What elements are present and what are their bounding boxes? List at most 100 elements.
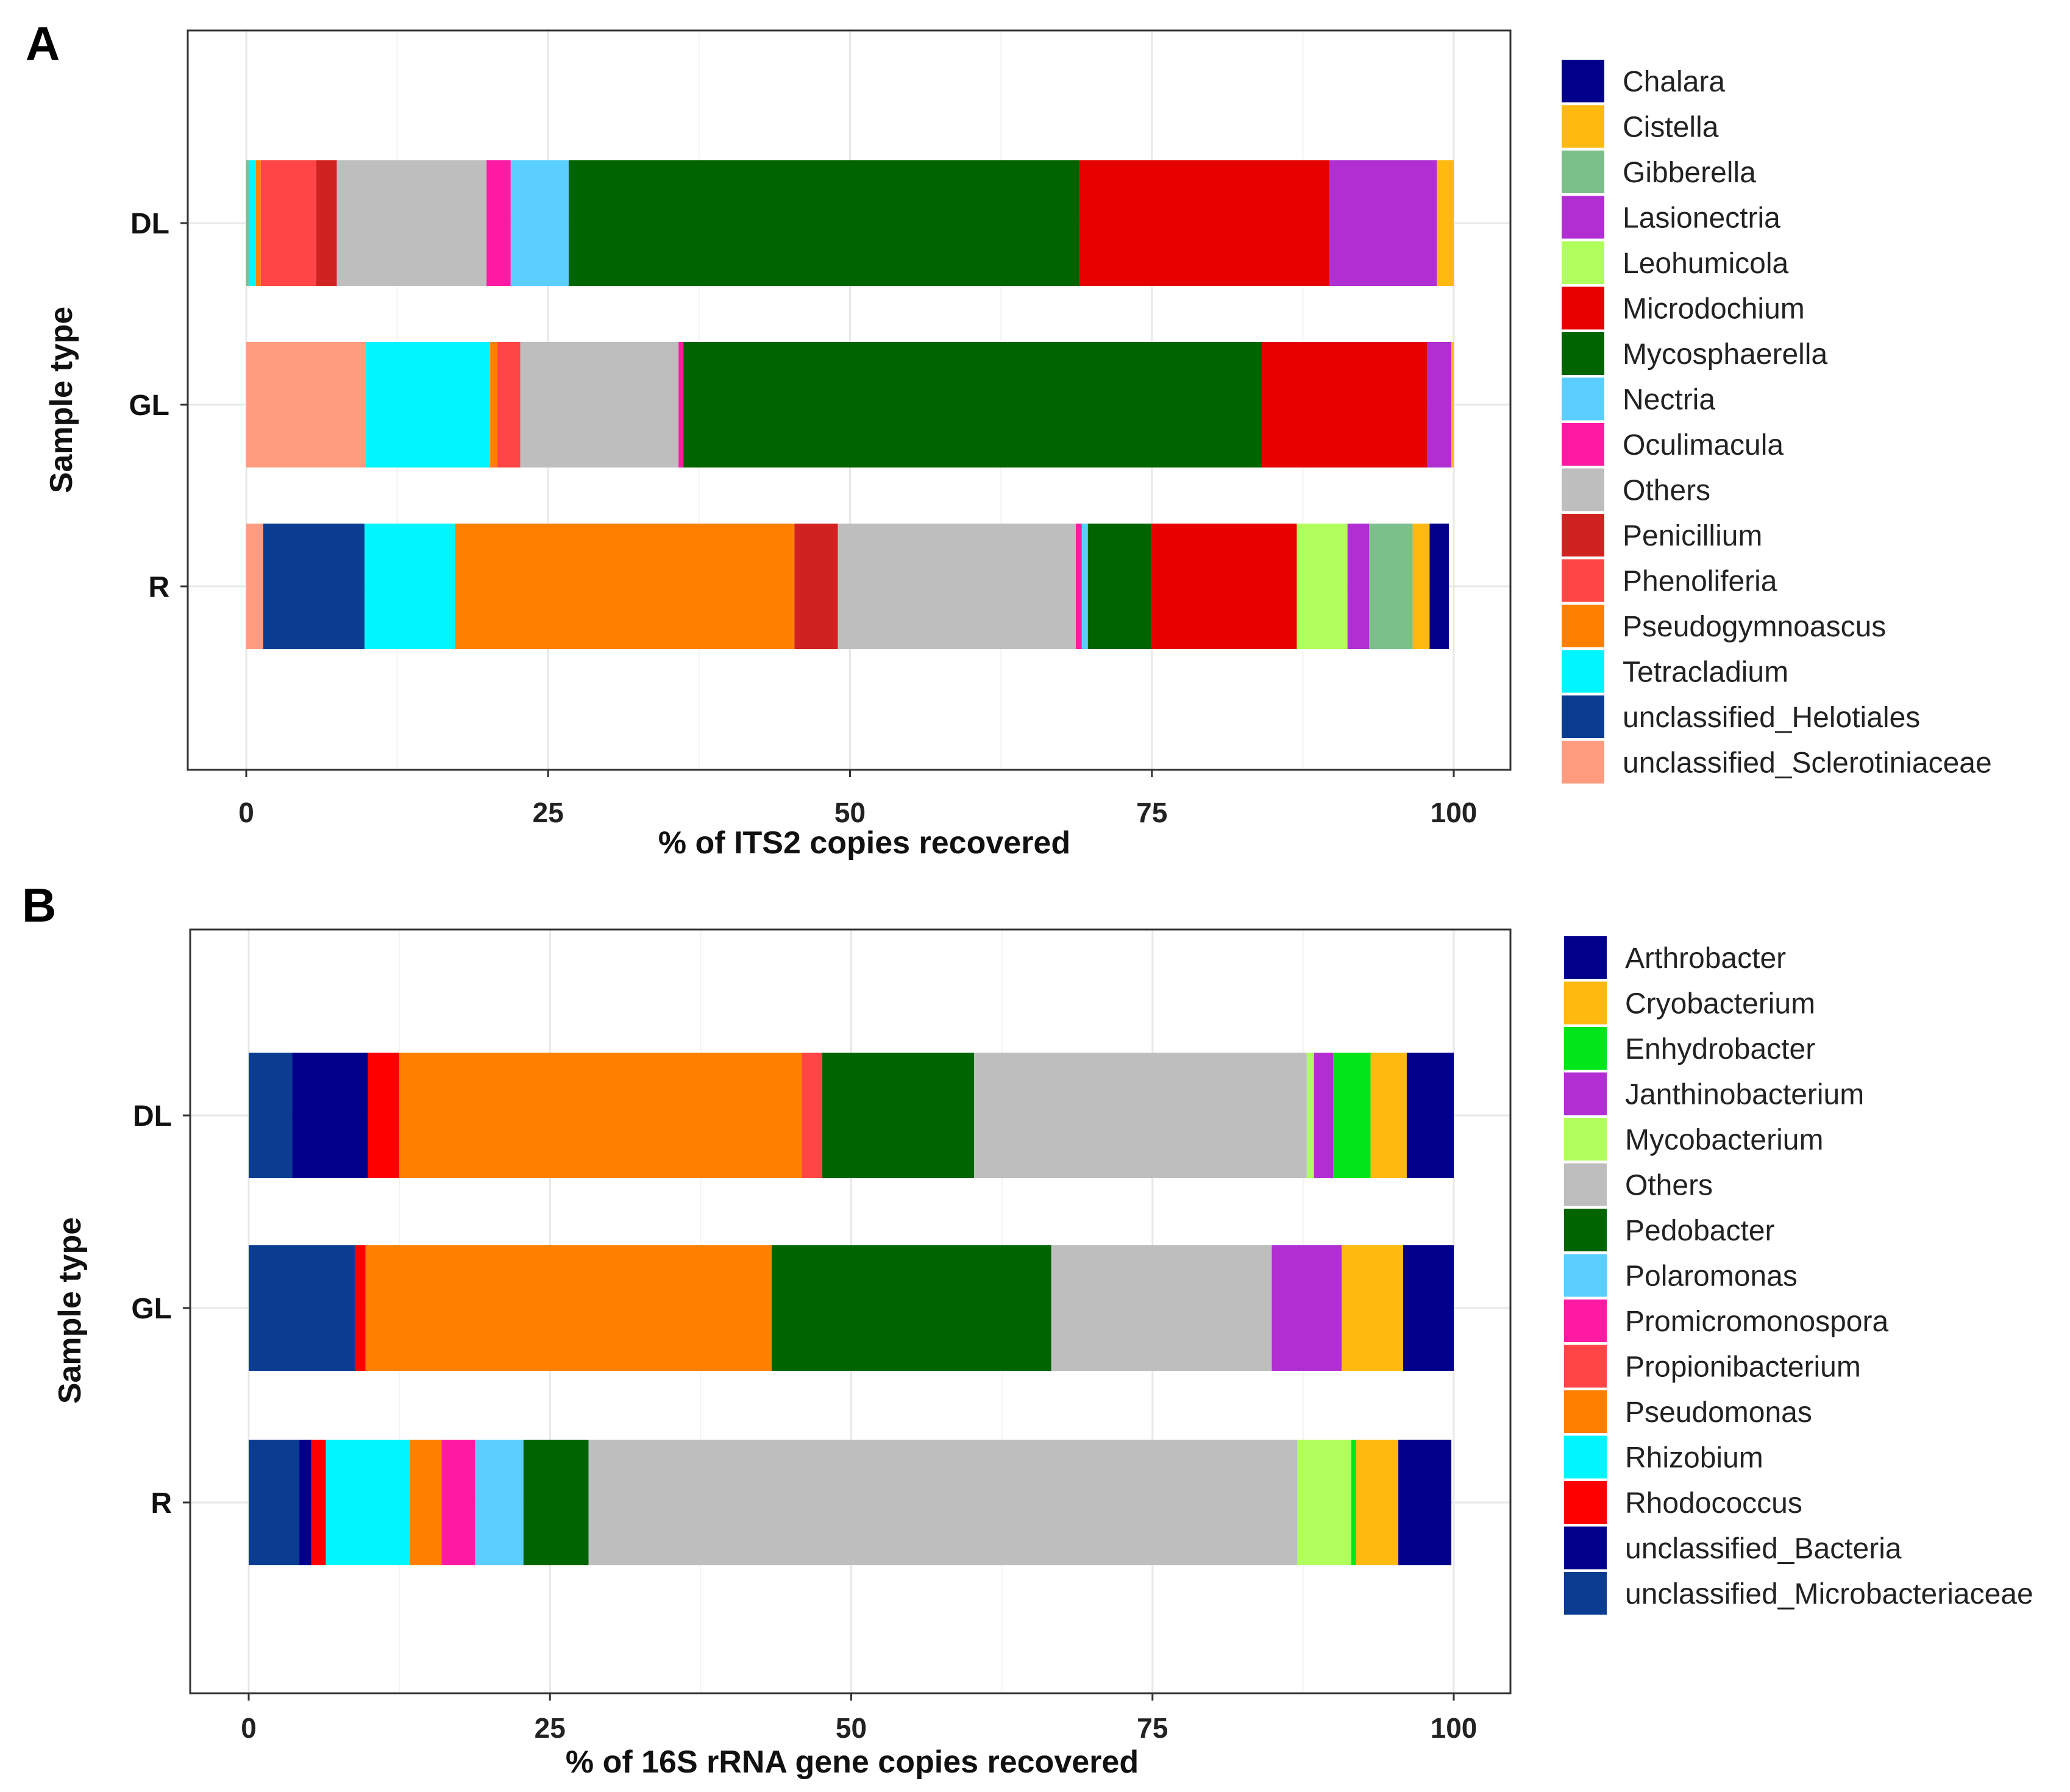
legend-label: Pseudomonas bbox=[1625, 1396, 1812, 1429]
bar-segment-R-Cryobacterium bbox=[1356, 1440, 1399, 1565]
legend-swatch bbox=[1564, 1435, 1607, 1479]
y-category-label: GL bbox=[131, 1293, 172, 1325]
bar-segment-GL-Others bbox=[520, 342, 679, 468]
bar-segment-GL-Rhodococcus bbox=[354, 1245, 366, 1371]
bar-segment-R-Lasionectria bbox=[1347, 524, 1370, 649]
y-category-label: DL bbox=[130, 208, 169, 240]
y-category-label: R bbox=[148, 571, 169, 603]
bar-segment-DL-Penicillium bbox=[316, 160, 337, 286]
legend-swatch bbox=[1562, 695, 1604, 738]
legend-label: Mycosphaerella bbox=[1623, 338, 1827, 371]
bar-segment-R-Others bbox=[588, 1440, 1297, 1565]
bar-segment-DL-Cistella bbox=[1437, 160, 1454, 286]
bar-segment-DL-Rhodococcus bbox=[368, 1053, 400, 1178]
legend-swatch bbox=[1564, 1209, 1607, 1251]
bar-segment-GL-Arthrobacter bbox=[1403, 1245, 1454, 1371]
legend-label: Chalara bbox=[1623, 66, 1725, 98]
legend-label: Mycobacterium bbox=[1625, 1124, 1823, 1156]
legend-swatch bbox=[1562, 105, 1604, 148]
bar-segment-R-Rhodococcus bbox=[311, 1440, 326, 1565]
legend-swatch bbox=[1562, 423, 1604, 466]
panel-b: B DL GL R 0 25 50 75 100 % of 16S rRNA gene copie… bbox=[22, 878, 2033, 1780]
x-axis-title: % of ITS2 copies recovered bbox=[658, 825, 1070, 861]
bar-segment-GL-Pseudomonas bbox=[365, 1245, 772, 1371]
x-tick-label: 100 bbox=[1431, 797, 1478, 828]
legend-swatch bbox=[1562, 241, 1604, 284]
bar-segment-R-Enhydrobacter bbox=[1351, 1440, 1356, 1565]
bar-segment-GL-Mycosphaerella bbox=[683, 342, 1262, 468]
bar-segment-R-Chalara bbox=[1429, 524, 1449, 649]
y-category-label: R bbox=[151, 1487, 172, 1520]
legend-swatch bbox=[1564, 1526, 1607, 1570]
legend-swatch bbox=[1562, 196, 1604, 239]
x-tick-label: 25 bbox=[533, 797, 564, 828]
bar-segment-DL-Pseudomonas bbox=[399, 1053, 802, 1178]
legend-swatch bbox=[1564, 1163, 1607, 1206]
bar-segment-DL-Microdochium bbox=[1079, 160, 1329, 286]
legend-swatch bbox=[1564, 1300, 1607, 1342]
legend-label: Microdochium bbox=[1623, 293, 1805, 325]
legend-label: Gibberella bbox=[1623, 157, 1756, 189]
bar-segment-GL-Pedobacter bbox=[772, 1245, 1051, 1371]
bar-segment-DL-Phenoliferia bbox=[260, 160, 316, 286]
legend-label: Pseudogymnoascus bbox=[1623, 611, 1886, 643]
bar-segment-R-Leohumicola bbox=[1296, 524, 1348, 649]
x-tick-label: 50 bbox=[836, 1712, 867, 1744]
legend-swatch bbox=[1562, 151, 1604, 193]
bar-segment-R-unclassified_Sclerotiniaceae bbox=[246, 524, 263, 649]
legend-label: Others bbox=[1623, 475, 1710, 507]
legend-label: Tetracladium bbox=[1623, 656, 1788, 689]
x-tick-label: 75 bbox=[1137, 1712, 1168, 1744]
bar-segment-DL-Mycobacterium bbox=[1306, 1053, 1314, 1178]
legend-swatch bbox=[1562, 650, 1604, 693]
legend-swatch bbox=[1562, 559, 1604, 602]
legend-swatch bbox=[1564, 1345, 1607, 1388]
legend-label: unclassified_Bacteria bbox=[1625, 1533, 1902, 1565]
legend-label: Rhizobium bbox=[1625, 1442, 1763, 1474]
legend-label: unclassified_Microbacteriaceae bbox=[1625, 1578, 2033, 1610]
legend-label: Penicillium bbox=[1623, 520, 1762, 552]
legend-swatch bbox=[1564, 1072, 1607, 1115]
bar-segment-R-Mycosphaerella bbox=[1087, 524, 1152, 649]
x-tick-label: 100 bbox=[1431, 1712, 1478, 1744]
legend-label: Polaromonas bbox=[1625, 1260, 1798, 1293]
bar-segment-GL-Microdochium bbox=[1262, 342, 1428, 468]
bar-segment-GL-Cryobacterium bbox=[1342, 1245, 1403, 1371]
legend-swatch bbox=[1562, 286, 1604, 330]
legend-label: Rhodococcus bbox=[1625, 1487, 1802, 1520]
y-category-label: DL bbox=[133, 1100, 172, 1132]
bar-segment-DL-Arthrobacter bbox=[1406, 1053, 1454, 1178]
bar-segment-DL-Gibberella bbox=[246, 160, 249, 286]
bar-segment-R-Penicillium bbox=[794, 524, 838, 649]
bar-segment-DL-Others bbox=[336, 160, 487, 286]
bar-segment-GL-unclassified_Microbacteriaceae bbox=[249, 1245, 355, 1371]
bar-segment-DL-Propionibacterium bbox=[802, 1053, 823, 1178]
bar-segment-R-Gibberella bbox=[1369, 524, 1413, 649]
bar-segment-DL-Pseudogymnoascus bbox=[255, 160, 261, 286]
legend-label: Nectria bbox=[1623, 384, 1715, 416]
bar-segment-DL-Enhydrobacter bbox=[1333, 1053, 1371, 1178]
legend-label: Enhydrobacter bbox=[1625, 1033, 1815, 1065]
x-tick-label: 50 bbox=[834, 797, 866, 828]
legend-label: Leohumicola bbox=[1623, 247, 1788, 280]
bar-segment-R-Pseudogymnoascus bbox=[455, 524, 795, 649]
x-tick-label: 75 bbox=[1136, 797, 1167, 828]
bar-segment-GL-unclassified_Sclerotiniaceae bbox=[246, 342, 366, 468]
bar-segment-R-unclassified_Bacteria bbox=[299, 1440, 311, 1565]
bar-segment-GL-Phenoliferia bbox=[497, 342, 521, 468]
legend-swatch bbox=[1562, 605, 1604, 647]
legend-swatch bbox=[1564, 1254, 1607, 1297]
y-category-label: GL bbox=[129, 389, 169, 422]
legend-swatch bbox=[1564, 1027, 1607, 1070]
legend-label: Janthinobacterium bbox=[1625, 1079, 1864, 1111]
legend-label: Promicromonospora bbox=[1625, 1306, 1888, 1338]
legend-swatch bbox=[1564, 981, 1607, 1025]
bar-segment-R-Arthrobacter bbox=[1398, 1440, 1452, 1565]
y-axis-title: Sample type bbox=[52, 1217, 88, 1404]
bar-segment-R-Pseudomonas bbox=[410, 1440, 442, 1565]
bar-segment-GL-Oculimacula bbox=[678, 342, 684, 468]
bar-segment-GL-Lasionectria bbox=[1427, 342, 1452, 468]
bar-segment-R-Tetracladium bbox=[365, 524, 455, 649]
x-tick-label: 25 bbox=[535, 1712, 566, 1744]
